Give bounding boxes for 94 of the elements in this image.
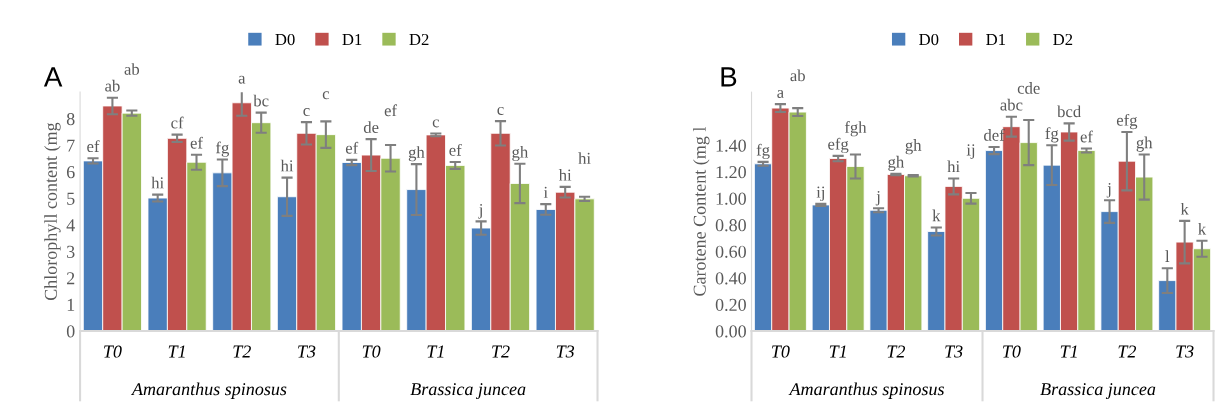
data-label: ef xyxy=(384,104,398,117)
data-label: c xyxy=(432,119,440,128)
data-label: hi xyxy=(578,152,591,164)
data-label: i xyxy=(543,186,548,198)
data-label: cf xyxy=(171,116,184,129)
chart-title: B xyxy=(721,67,737,87)
data-label: gh xyxy=(888,155,905,171)
data-label: ab xyxy=(124,63,140,75)
data-label: ef xyxy=(449,143,462,156)
x-tick-label: T2 xyxy=(233,345,251,358)
data-label: ef xyxy=(345,141,359,154)
data-label: fgh xyxy=(844,121,867,137)
data-label: ab xyxy=(790,69,805,82)
y-tick-label: 1.00 xyxy=(716,192,746,205)
y-tick-label: 0.00 xyxy=(715,325,746,338)
data-label: efg xyxy=(828,137,849,154)
x-tick-label: T0 xyxy=(362,345,381,358)
x-tick-label: T0 xyxy=(1003,345,1021,358)
data-label: bc xyxy=(253,94,269,107)
x-tick-label: T2 xyxy=(887,345,906,358)
data-label: fg xyxy=(215,141,229,157)
text: Brassica juncea xyxy=(1040,383,1156,399)
x-tick-label: T1 xyxy=(1060,345,1077,358)
data-label: a xyxy=(238,75,246,84)
x-tick-label: T3 xyxy=(556,345,575,358)
chart-title: A xyxy=(43,67,63,87)
data-label: k xyxy=(1180,202,1189,215)
data-label: ef xyxy=(190,136,203,149)
data-label: fg xyxy=(1045,127,1059,143)
data-label: gh xyxy=(512,145,529,162)
data-label: cde xyxy=(1017,82,1040,94)
data-label: hi xyxy=(947,160,960,173)
data-label: l xyxy=(1165,250,1170,262)
data-label: efg xyxy=(1116,113,1138,130)
legend-label: D1 xyxy=(342,33,362,45)
y-tick-label: 0.80 xyxy=(715,219,746,232)
data-label: abc xyxy=(1000,98,1023,111)
data-label: j xyxy=(875,190,880,206)
y-tick-label: 7 xyxy=(67,139,75,152)
data-label: fg xyxy=(756,143,770,160)
data-label: ab xyxy=(105,79,120,92)
data-label: k xyxy=(1198,222,1207,235)
legend-label: D0 xyxy=(919,33,939,46)
data-label: hi xyxy=(280,159,294,172)
y-tick-label: 4 xyxy=(66,219,75,232)
data-label: ij xyxy=(966,144,975,159)
y-axis-title: Carotene Content (mg l xyxy=(693,126,710,296)
data-label: gh xyxy=(408,146,425,162)
y-tick-label: 0.40 xyxy=(715,272,746,285)
data-label: c xyxy=(497,106,504,115)
y-tick-label: 1.20 xyxy=(716,166,746,179)
data-label: gh xyxy=(1136,136,1153,152)
data-label: hi xyxy=(151,176,164,189)
text: Amaranthus spinosus xyxy=(788,382,944,399)
data-label: ef xyxy=(1080,130,1093,143)
legend-label: D1 xyxy=(986,33,1006,45)
data-label: gh xyxy=(905,139,922,155)
data-label: a xyxy=(777,89,784,98)
y-tick-label: 0.60 xyxy=(715,245,746,258)
y-tick-label: 0 xyxy=(66,325,75,338)
x-tick-label: T0 xyxy=(104,345,122,358)
y-tick-label: 8 xyxy=(66,112,75,126)
data-label: j xyxy=(1106,182,1111,198)
legend-label: D0 xyxy=(275,33,295,46)
data-label: k xyxy=(932,209,941,222)
y-tick-label: 6 xyxy=(66,166,75,179)
y-axis-title: Chlorophyll content (mg xyxy=(44,122,61,301)
data-label: c xyxy=(303,107,310,116)
x-tick-label: T2 xyxy=(1118,345,1137,358)
y-tick-label: 0.20 xyxy=(715,298,746,311)
y-tick-label: 5 xyxy=(67,192,75,205)
x-tick-label: T3 xyxy=(1176,345,1194,358)
x-tick-label: T3 xyxy=(945,345,963,358)
data-label: bcd xyxy=(1057,105,1081,118)
y-tick-label: 1 xyxy=(67,298,75,311)
x-tick-label: T2 xyxy=(492,345,510,358)
x-tick-label: T0 xyxy=(772,345,790,358)
data-label: ij xyxy=(816,186,825,202)
data-label: j xyxy=(478,204,482,219)
legend-label: D2 xyxy=(1053,33,1073,45)
y-tick-label: 3 xyxy=(67,245,75,258)
legend-label: D2 xyxy=(409,33,429,45)
data-label: de xyxy=(363,121,379,133)
data-label: c xyxy=(322,91,330,100)
x-tick-label: T1 xyxy=(829,345,846,358)
y-tick-label: 1.40 xyxy=(716,139,746,152)
data-label: hi xyxy=(558,169,572,181)
data-label: ef xyxy=(87,140,100,153)
x-tick-label: T1 xyxy=(427,345,444,358)
text: Brassica juncea xyxy=(410,383,526,399)
y-tick-label: 2 xyxy=(66,272,75,285)
x-tick-label: T1 xyxy=(168,345,185,358)
text: Amaranthus spinosus xyxy=(130,382,287,399)
x-tick-label: T3 xyxy=(298,345,316,358)
